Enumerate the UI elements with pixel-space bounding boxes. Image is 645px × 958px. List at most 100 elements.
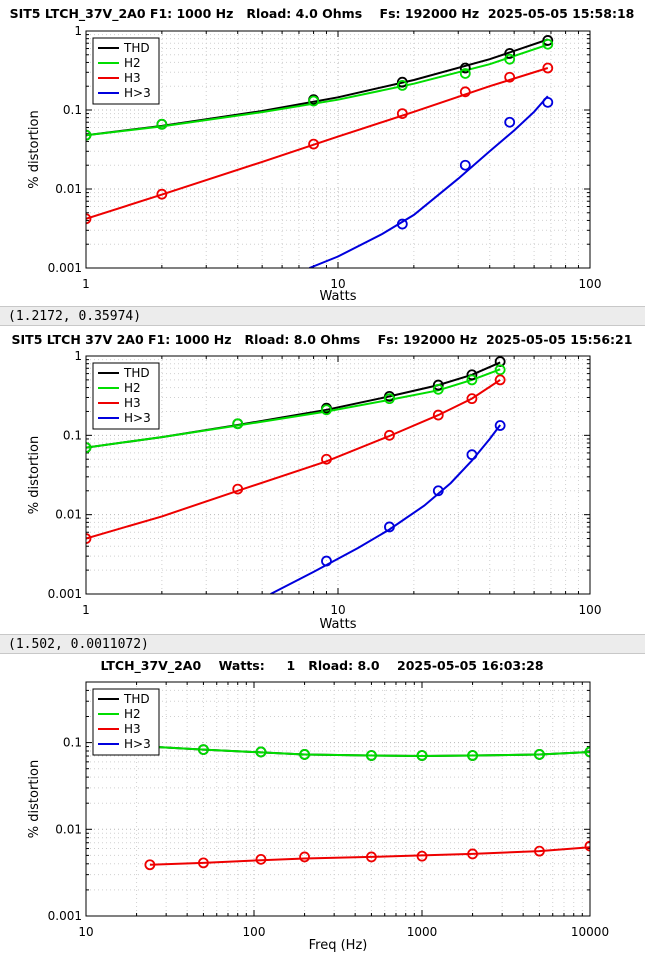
data-point-h2	[86, 129, 92, 141]
plot-area	[86, 682, 590, 916]
data-point-h2	[584, 746, 590, 758]
data-point-thd	[504, 48, 516, 59]
data-point-h3	[299, 851, 310, 863]
chart-panel-4ohm: 1 10 100 0.001 0.01 0.1 1 SIT5 LTCH_37V_2A0 F1:…	[0, 0, 645, 306]
data-point-h2	[396, 79, 408, 91]
grid-lines	[86, 682, 590, 916]
data-point-h2	[534, 749, 545, 760]
legend-label: H3	[124, 722, 141, 736]
series-line-h3	[309, 95, 549, 268]
legend-label: H3	[124, 396, 141, 410]
x-tick-label: 10000	[571, 925, 609, 939]
x-axis-label: Watts	[320, 617, 357, 632]
data-point-h3	[466, 393, 478, 405]
y-tick-label: 0.01	[55, 182, 82, 196]
series-line-h2	[86, 43, 549, 137]
data-point-thd	[542, 35, 554, 46]
data-point-h2	[156, 118, 168, 130]
y-tick-label: 0.01	[55, 508, 82, 522]
data-point-h3	[459, 86, 471, 98]
data-point-h3	[232, 483, 244, 495]
legend-label: H2	[124, 56, 141, 70]
series-line-h2	[86, 368, 501, 449]
plot-frame	[85, 681, 591, 917]
legend-label: H>3	[124, 411, 151, 425]
data-point-h3	[432, 409, 444, 421]
data-point-h3	[321, 555, 332, 567]
chart-title: SIT5 LTCH 37V 2A0 F1: 1000 Hz Rload: 8.0…	[12, 332, 633, 347]
data-point-h2	[467, 750, 478, 761]
y-tick-label: 1	[74, 349, 82, 363]
chart-panel-frequency: 10 100 1000 10000 0.001 0.01 0.1 LTCH_37V_2A0 W…	[0, 656, 645, 958]
data-point-h3	[86, 533, 92, 544]
series-group	[144, 741, 590, 871]
x-tick-label: 10	[78, 925, 93, 939]
data-point-h3	[396, 108, 408, 120]
plot-frame	[85, 355, 591, 595]
data-point-h2	[494, 364, 506, 376]
data-point-h3	[321, 453, 332, 465]
series-group	[86, 35, 554, 268]
x-axis-label: Watts	[320, 289, 357, 304]
data-point-h2	[366, 750, 377, 761]
y-tick-label: 1	[74, 24, 82, 38]
data-point-h2	[232, 418, 244, 430]
data-point-h3	[494, 420, 506, 431]
data-point-h2	[459, 68, 471, 79]
y-tick-label: 0.1	[63, 428, 82, 442]
data-point-thd	[396, 76, 408, 88]
x-tick-label: 100	[579, 277, 602, 291]
data-point-h3	[467, 848, 478, 860]
y-tick-label: 0.1	[63, 736, 82, 750]
data-point-h3	[156, 188, 168, 200]
data-point-h2	[504, 53, 516, 65]
legend-label: THD	[123, 366, 150, 380]
data-point-h3	[384, 429, 395, 441]
legend-label: H2	[124, 381, 141, 395]
data-point-h3	[466, 449, 478, 461]
data-point-thd	[432, 379, 444, 391]
data-point-h3	[384, 521, 395, 533]
data-point-h3	[542, 96, 554, 108]
legend-label: H>3	[124, 86, 151, 100]
y-tick-label: 0.01	[55, 822, 82, 836]
x-tick-label: 10	[330, 603, 345, 617]
data-point-h3	[416, 850, 428, 862]
data-point-h2	[198, 744, 209, 756]
data-point-h2	[384, 393, 395, 405]
legend-label: H>3	[124, 737, 151, 751]
y-axis-label: % distortion	[27, 760, 42, 838]
series-line-h3	[270, 424, 502, 594]
y-tick-label: 0.001	[48, 909, 82, 923]
data-point-thd	[459, 62, 471, 74]
data-point-h2	[321, 404, 332, 416]
data-point-h3	[504, 71, 516, 83]
data-point-h3	[459, 159, 471, 171]
distortion-vs-power-chart-8ohm: 1 10 100 0.001 0.01 0.1 1 SIT5 LTCH 37V 2A0 F1:…	[12, 332, 633, 632]
data-point-h2	[255, 746, 267, 758]
x-tick-label: 1	[82, 603, 90, 617]
legend-label: H2	[124, 707, 141, 721]
chart-title: SIT5 LTCH_37V_2A0 F1: 1000 Hz Rload: 4.0…	[10, 6, 635, 22]
legend-label: H3	[124, 71, 141, 85]
data-point-h3	[86, 213, 92, 225]
series-line-h3	[86, 379, 501, 540]
x-axis-label: Freq (Hz)	[309, 938, 368, 953]
legend-label: THD	[123, 41, 150, 55]
data-point-h3	[432, 485, 444, 497]
cursor-readout-1: (1.2172, 0.35974)	[0, 306, 645, 326]
plot-area	[86, 356, 590, 594]
data-point-h3	[542, 62, 554, 74]
data-point-h2	[416, 750, 428, 761]
legend-label: THD	[123, 692, 150, 706]
series-line-h2	[149, 745, 590, 758]
data-point-h2	[432, 383, 444, 395]
chart-title: LTCH_37V_2A0 Watts: 1 Rload: 8.0 2025-05…	[100, 658, 543, 674]
data-point-h3	[308, 138, 319, 150]
data-point-h2	[86, 442, 92, 454]
series-line-h3	[149, 846, 590, 866]
data-point-h2	[299, 749, 310, 760]
